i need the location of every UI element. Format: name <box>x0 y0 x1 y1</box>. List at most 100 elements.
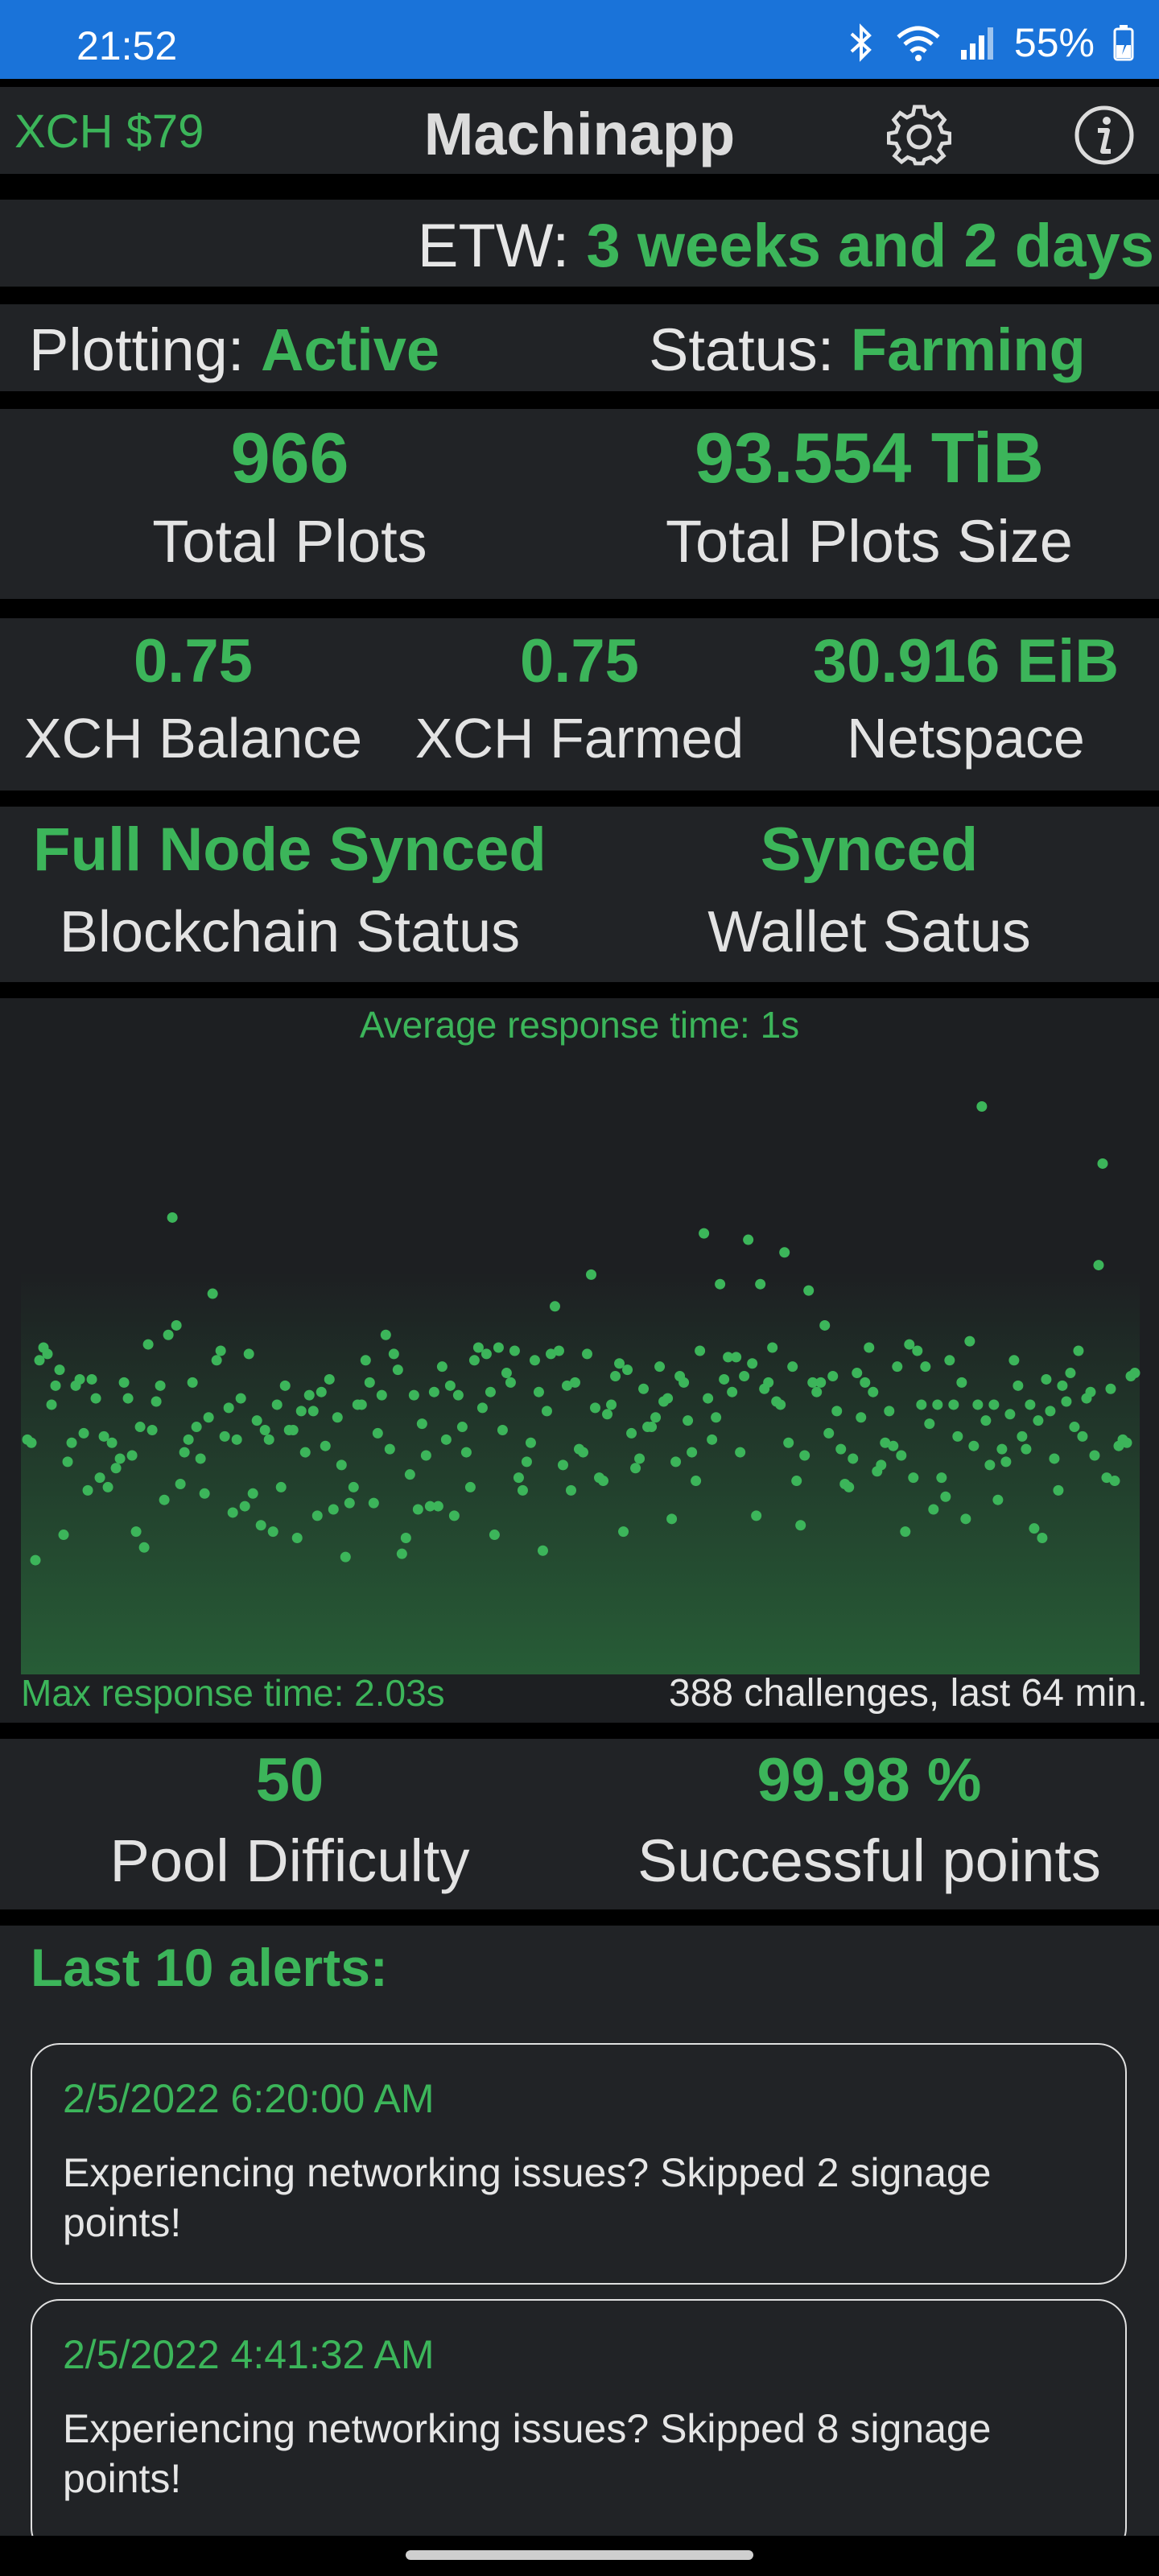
response-point <box>26 1437 37 1448</box>
response-point <box>199 1488 210 1499</box>
response-point <box>662 1393 674 1404</box>
response-point <box>444 1380 456 1391</box>
response-point <box>215 1345 226 1356</box>
response-point <box>167 1212 178 1223</box>
response-point <box>1077 1430 1088 1442</box>
response-point <box>683 1415 694 1426</box>
response-point <box>654 1361 666 1373</box>
response-point <box>727 1386 738 1397</box>
response-point <box>606 1399 617 1410</box>
response-point <box>1085 1386 1096 1397</box>
total-size-label: Total Plots Size <box>666 508 1073 575</box>
response-point <box>569 1377 580 1388</box>
sync-panel: Full Node Synced Blockchain Status Synce… <box>0 807 1159 982</box>
response-point <box>368 1497 379 1509</box>
response-point <box>159 1494 170 1505</box>
response-point <box>340 1551 351 1563</box>
response-point <box>948 1399 959 1410</box>
response-point <box>739 1370 750 1381</box>
response-point <box>715 1278 726 1290</box>
max-response-time: Max response time: 2.03s <box>21 1672 445 1714</box>
response-point <box>521 1456 532 1468</box>
response-point <box>456 1422 468 1433</box>
response-point <box>400 1532 411 1543</box>
response-point <box>255 1520 266 1531</box>
response-point <box>517 1484 528 1496</box>
info-icon[interactable] <box>1074 105 1135 166</box>
response-point <box>110 1463 122 1474</box>
response-point <box>243 1348 254 1360</box>
response-point <box>396 1548 407 1559</box>
response-point <box>719 1373 730 1385</box>
response-point <box>823 1427 835 1439</box>
response-point <box>695 1345 706 1356</box>
response-point <box>54 1364 65 1376</box>
wallet-status-stat: Synced Wallet Satus <box>612 815 1127 965</box>
response-point <box>364 1377 375 1388</box>
gear-icon[interactable] <box>887 105 951 169</box>
response-point <box>860 1377 871 1388</box>
response-point <box>295 1406 307 1417</box>
response-point <box>691 1476 702 1487</box>
alert-message: Experiencing networking issues? Skipped … <box>63 2150 992 2245</box>
response-point <box>332 1412 343 1423</box>
response-point <box>880 1437 891 1448</box>
response-point <box>920 1361 931 1373</box>
response-point <box>1037 1532 1048 1543</box>
response-point <box>1097 1158 1108 1169</box>
response-point <box>747 1358 758 1369</box>
response-point <box>505 1377 516 1388</box>
alert-timestamp: 2/5/2022 4:41:32 AM <box>63 2332 435 2377</box>
response-point <box>328 1504 339 1515</box>
response-point <box>1045 1406 1056 1417</box>
successful-points-value: 99.98 % <box>757 1746 982 1814</box>
response-point <box>803 1285 815 1296</box>
response-point <box>992 1494 1004 1505</box>
response-point <box>380 1329 391 1340</box>
response-point <box>311 1510 323 1521</box>
response-point <box>118 1377 130 1388</box>
response-point <box>751 1510 762 1521</box>
plots-panel: 966 Total Plots 93.554 TiB Total Plots S… <box>0 409 1159 599</box>
response-point <box>598 1476 609 1487</box>
response-point <box>956 1377 967 1388</box>
response-point <box>303 1389 315 1401</box>
response-point <box>843 1481 855 1492</box>
alert-card[interactable]: 2/5/2022 6:20:00 AM Experiencing network… <box>31 2043 1127 2285</box>
response-point <box>497 1424 508 1435</box>
blockchain-status-stat: Full Node Synced Blockchain Status <box>16 815 563 965</box>
response-point <box>561 1380 572 1391</box>
response-point <box>565 1484 576 1496</box>
response-point <box>779 1247 790 1258</box>
wallet-status-value: Synced <box>760 815 979 884</box>
response-point <box>541 1406 552 1417</box>
response-point <box>1109 1476 1120 1487</box>
response-point <box>1065 1368 1076 1379</box>
response-point <box>666 1513 678 1525</box>
response-point <box>86 1373 97 1385</box>
response-point <box>267 1526 278 1538</box>
response-point <box>440 1434 452 1445</box>
plotting-label: Plotting: <box>29 316 245 383</box>
response-point <box>412 1504 423 1515</box>
response-point <box>787 1361 798 1373</box>
response-point <box>1025 1399 1036 1410</box>
home-gesture-pill[interactable] <box>406 2550 753 2560</box>
response-point <box>74 1373 85 1385</box>
response-point <box>936 1472 947 1484</box>
response-point <box>557 1459 568 1471</box>
response-point <box>42 1348 53 1360</box>
response-point <box>1017 1430 1028 1442</box>
response-point <box>699 1228 710 1239</box>
response-point <box>468 1355 480 1366</box>
response-point <box>1089 1450 1100 1461</box>
response-point <box>678 1377 690 1388</box>
response-point <box>622 1364 633 1376</box>
response-point <box>472 1342 484 1353</box>
response-point <box>1073 1345 1084 1356</box>
total-plots-stat: 966 Total Plots <box>64 417 515 576</box>
response-point <box>251 1415 262 1426</box>
response-point <box>62 1456 73 1468</box>
alert-card[interactable]: 2/5/2022 4:41:32 AM Experiencing network… <box>31 2299 1127 2557</box>
response-point <box>98 1430 109 1442</box>
